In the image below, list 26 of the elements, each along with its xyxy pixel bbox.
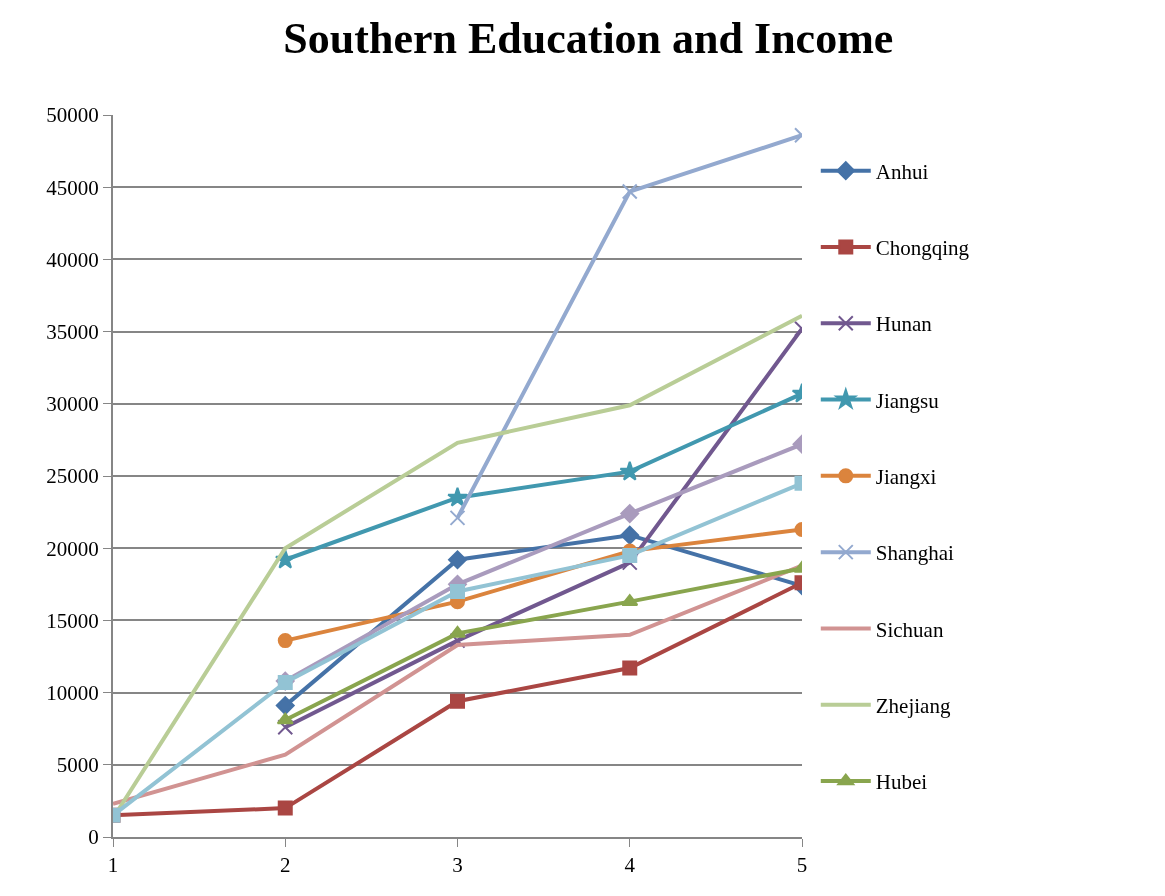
legend-label: Chongqing	[875, 236, 970, 261]
y-tick-label: 0	[88, 825, 99, 850]
y-tick-label: 30000	[46, 392, 99, 417]
x-tick-label: 1	[107, 853, 119, 878]
x-tick-label: 2	[280, 853, 291, 878]
legend-label: Hubei	[875, 770, 928, 795]
y-tick-label: 10000	[46, 680, 99, 705]
legend-label: Jiangxi	[875, 465, 937, 490]
chart-title: Southern Education and Income	[283, 14, 894, 64]
y-tick-label: 35000	[46, 319, 99, 344]
legend-label: Sichuan	[875, 617, 944, 642]
legend-label: Anhui	[875, 159, 929, 184]
x-tick-label: 4	[624, 853, 636, 878]
legend-label: Zhejiang	[875, 693, 951, 718]
y-tick-label: 45000	[46, 175, 99, 200]
legend-label: Jiangsu	[875, 388, 940, 413]
x-tick-label: 3	[452, 853, 463, 878]
y-tick-label: 40000	[46, 247, 99, 272]
y-tick-label: 25000	[46, 464, 99, 489]
y-tick-label: 50000	[46, 103, 99, 128]
y-tick-label: 15000	[46, 608, 99, 633]
y-tick-label: 20000	[46, 536, 99, 561]
legend-label: Hunan	[875, 312, 933, 337]
legend-label: Shanghai	[875, 541, 955, 566]
y-tick-label: 5000	[56, 753, 99, 778]
x-tick-label: 5	[796, 853, 808, 878]
